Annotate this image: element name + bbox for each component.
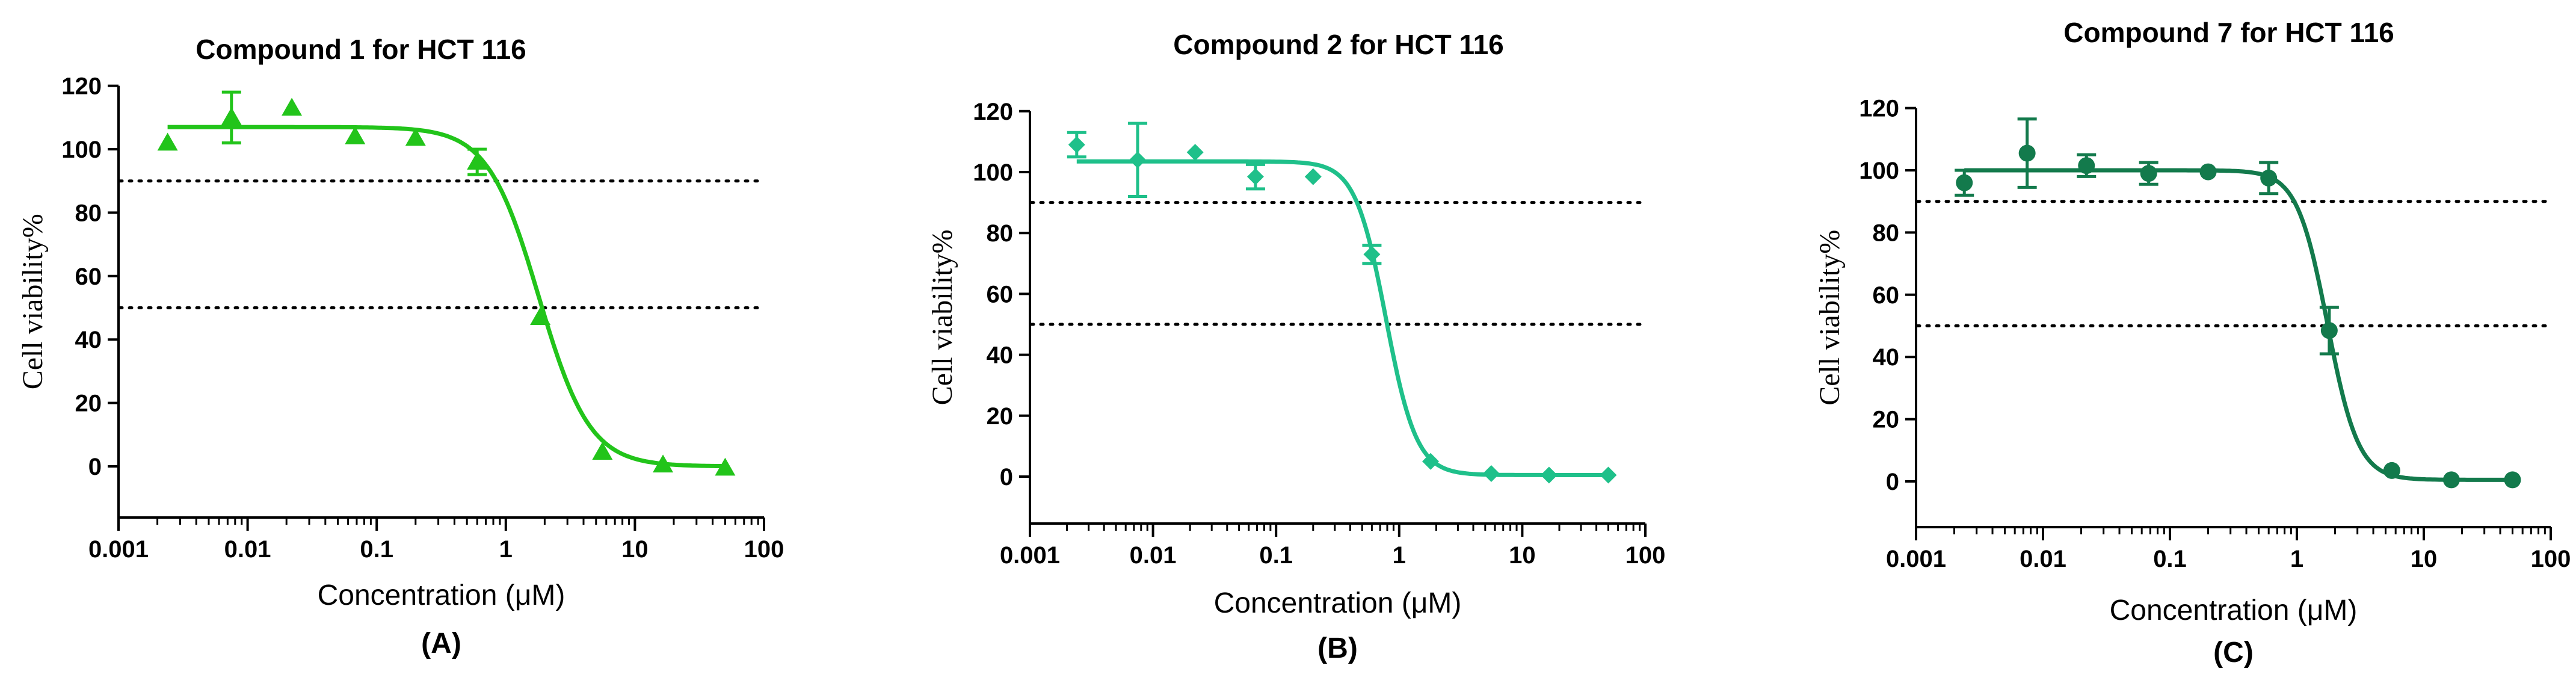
y-tick-label: 0: [1000, 464, 1013, 490]
y-tick-label: 0: [1886, 469, 1899, 495]
x-tick-label: 10: [1509, 542, 1536, 569]
y-tick-label: 80: [1873, 220, 1900, 246]
data-point: [2018, 144, 2036, 162]
x-tick-label: 1: [1393, 542, 1406, 569]
y-tick-label: 20: [1873, 407, 1900, 433]
y-tick-label: 20: [987, 403, 1014, 430]
data-point: [1540, 466, 1558, 484]
data-point: [282, 97, 303, 116]
data-point: [2442, 471, 2460, 489]
data-point: [715, 457, 736, 476]
chart-title: Compound 7 for HCT 116: [2063, 17, 2394, 48]
data-point: [405, 128, 426, 146]
data-point: [1246, 168, 1264, 185]
x-tick-label: 100: [2531, 546, 2571, 572]
chart-panel-2: Compound 2 for HCT 116 0 20 40 60 80 100 120 0.0…: [926, 29, 1665, 664]
chart-panel-3: Compound 7 for HCT 116 0 20 40 60 80 100 120 0.0…: [1814, 17, 2571, 669]
x-tick-label: 0.1: [1259, 542, 1293, 569]
data-point: [1304, 168, 1322, 185]
fit-curve: [167, 125, 726, 469]
data-point: [1363, 246, 1381, 263]
data-point: [653, 454, 674, 473]
x-axis-label: Concentration (μM): [2110, 595, 2358, 626]
panel-label: (C): [2213, 637, 2254, 669]
data-point: [1482, 465, 1500, 482]
x-tick-label: 1: [2290, 546, 2303, 572]
x-tick-label: 0.01: [1130, 542, 1177, 569]
data-point: [157, 132, 178, 151]
fit-curve: [1964, 168, 2513, 482]
data-point: [2199, 163, 2217, 181]
y-tick-label: 120: [1859, 96, 1899, 122]
data-point: [1186, 144, 1204, 161]
y-tick-label: 120: [61, 73, 102, 100]
data-point: [592, 442, 613, 460]
x-tick-label: 0.1: [2153, 546, 2187, 572]
y-tick-label: 60: [987, 281, 1014, 307]
data-point: [1956, 174, 1973, 191]
data-point: [2140, 165, 2157, 182]
chart-panel-1: Compound 1 for HCT 116 0 20 40 60 80 100 120 0.0…: [17, 34, 784, 660]
chart-title: Compound 2 for HCT 116: [1173, 29, 1503, 60]
data-point: [345, 126, 366, 144]
y-tick-label: 40: [75, 327, 102, 353]
data-point: [2504, 471, 2521, 489]
data-point: [221, 107, 242, 126]
y-tick-label: 40: [1873, 344, 1900, 371]
data-point: [2383, 462, 2400, 479]
y-tick-label: 80: [987, 220, 1014, 247]
x-tick-label: 10: [621, 536, 649, 563]
x-tick-label: 1: [499, 536, 513, 563]
y-tick-label: 0: [88, 454, 102, 480]
x-tick-label: 0.001: [88, 536, 149, 563]
data-point: [1600, 466, 1617, 484]
panel-label: (A): [421, 628, 461, 660]
y-tick-label: 100: [61, 137, 102, 163]
data-point: [1422, 453, 1440, 470]
fit-curve: [1076, 159, 1609, 477]
panel-label: (B): [1317, 632, 1358, 664]
data-point: [2078, 157, 2095, 175]
y-tick-label: 20: [75, 391, 102, 417]
x-axis-label: Concentration (μM): [318, 579, 565, 611]
x-tick-label: 10: [2411, 546, 2438, 572]
chart-title: Compound 1 for HCT 116: [196, 34, 526, 65]
data-point: [1068, 136, 1085, 153]
data-point: [2260, 169, 2278, 187]
y-tick-label: 40: [987, 342, 1014, 369]
y-tick-label: 100: [1859, 158, 1899, 184]
x-tick-label: 0.001: [1886, 546, 1946, 572]
y-axis-label: Cell viability%: [926, 229, 958, 405]
data-point: [2320, 322, 2338, 339]
y-tick-label: 120: [973, 99, 1013, 125]
x-tick-label: 100: [744, 536, 784, 563]
y-tick-label: 60: [75, 264, 102, 290]
x-axis-label: Concentration (μM): [1214, 587, 1462, 619]
x-tick-label: 0.001: [1000, 542, 1060, 569]
y-tick-label: 60: [1873, 282, 1900, 309]
y-axis-label: Cell viability%: [1814, 230, 1846, 406]
x-tick-label: 100: [1625, 542, 1666, 569]
data-point: [530, 307, 551, 326]
y-axis-label: Cell viability%: [17, 214, 49, 389]
data-point: [467, 152, 488, 170]
x-tick-label: 0.01: [2020, 546, 2066, 572]
y-tick-label: 100: [973, 159, 1013, 186]
y-tick-label: 80: [75, 200, 102, 226]
x-tick-label: 0.01: [224, 536, 271, 563]
data-point: [1129, 151, 1147, 168]
x-tick-label: 0.1: [360, 536, 393, 563]
